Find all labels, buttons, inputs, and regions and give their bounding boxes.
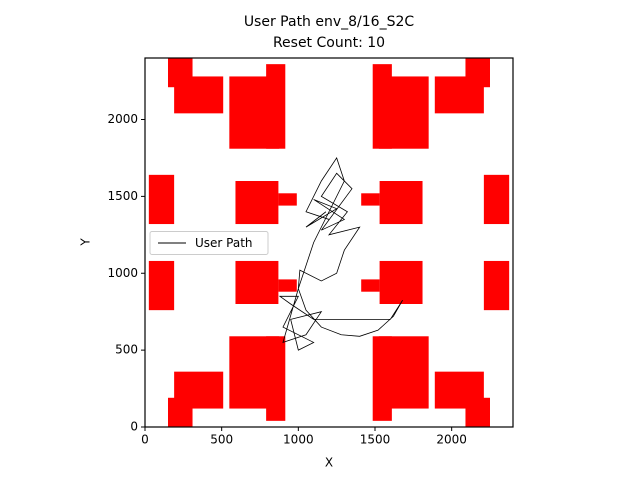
obstacle <box>372 336 392 421</box>
obstacle <box>379 181 423 225</box>
obstacle <box>483 260 510 311</box>
legend-box <box>149 231 269 255</box>
obstacle <box>361 193 380 206</box>
x-tick-label: 1500 <box>360 433 391 447</box>
legend-label: User Path <box>195 236 253 250</box>
chart-subtitle: Reset Count: 10 <box>273 35 385 51</box>
obstacle <box>372 64 392 149</box>
x-axis-label: X <box>325 456 333 470</box>
y-axis-label: Y <box>79 238 93 247</box>
obstacle <box>235 260 279 304</box>
y-tick-label: 1000 <box>107 266 138 280</box>
y-tick-label: 1500 <box>107 189 138 203</box>
obstacle <box>434 76 484 114</box>
x-tick-label: 0 <box>141 433 149 447</box>
x-tick-label: 1000 <box>283 433 314 447</box>
x-tick-label: 2000 <box>436 433 467 447</box>
obstacle <box>148 174 175 225</box>
legend: User Path <box>149 231 269 255</box>
obstacle <box>434 371 484 409</box>
obstacle <box>278 279 297 292</box>
y-tick-label: 500 <box>115 343 138 357</box>
chart-title: User Path env_8/16_S2C <box>244 14 415 30</box>
obstacle <box>174 371 224 409</box>
axes-frame <box>144 57 514 428</box>
obstacle <box>235 181 279 225</box>
obstacle <box>483 174 510 225</box>
obstacle <box>361 279 380 292</box>
x-tick-label: 500 <box>210 433 233 447</box>
obstacle <box>266 336 286 421</box>
obstacle <box>148 260 175 311</box>
obstacle <box>278 193 297 206</box>
obstacle <box>379 260 423 304</box>
y-tick-label: 0 <box>130 420 138 434</box>
obstacle <box>266 64 286 149</box>
obstacle <box>174 76 224 114</box>
user-path <box>278 157 403 351</box>
y-tick-label: 2000 <box>107 112 138 126</box>
